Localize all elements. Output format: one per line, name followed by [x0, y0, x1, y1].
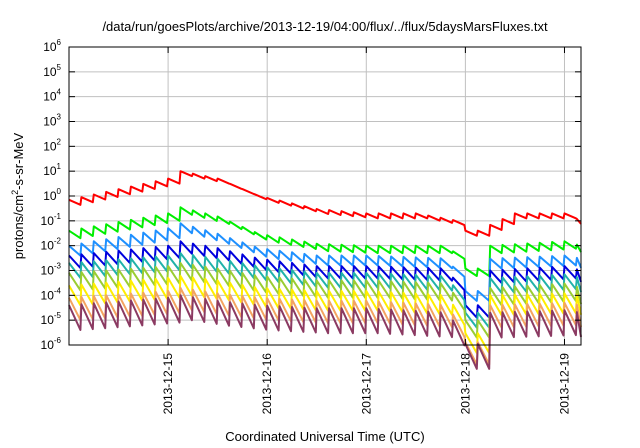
y-tick-label: 106	[43, 38, 61, 54]
y-tick-label-exponent: -3	[54, 262, 62, 271]
y-axis-label-exponent: 2	[10, 190, 20, 195]
y-tick-label-exponent: -1	[54, 212, 62, 221]
y-tick-label-base: 10	[43, 164, 57, 178]
y-tick-label-exponent: 4	[57, 88, 62, 97]
y-tick-label-base: 10	[41, 313, 55, 327]
y-tick-label-base: 10	[43, 139, 57, 153]
y-tick-label: 105	[43, 63, 61, 79]
series-group	[68, 170, 582, 370]
y-tick-label-exponent: 6	[57, 38, 62, 47]
y-tick-label-base: 10	[41, 239, 55, 253]
y-tick-label-base: 10	[43, 189, 57, 203]
y-tick-label-base: 10	[43, 115, 57, 129]
y-tick-label: 10-2	[41, 237, 62, 253]
series-line	[68, 206, 582, 277]
y-tick-label-exponent: -5	[54, 311, 62, 320]
y-tick-label: 100	[43, 187, 61, 203]
y-tick-label-exponent: 5	[57, 63, 62, 72]
y-tick-label: 10-5	[41, 311, 62, 327]
y-axis-label-unit: -s-sr-MeV	[11, 132, 26, 189]
y-tick-label: 10-1	[41, 212, 62, 228]
y-tick-label: 102	[43, 137, 61, 153]
y-tick-label-base: 10	[43, 65, 57, 79]
chart-title: /data/run/goesPlots/archive/2013-12-19/0…	[102, 19, 548, 34]
y-tick-label-exponent: -4	[54, 286, 62, 295]
y-tick-label-base: 10	[43, 90, 57, 104]
y-tick-label-exponent: -6	[54, 336, 62, 345]
x-tick-label: 2013-12-17	[359, 353, 373, 415]
x-tick-label: 2013-12-16	[260, 353, 274, 415]
y-tick-label-exponent: 2	[57, 137, 62, 146]
x-tick-label: 2013-12-19	[557, 353, 571, 415]
y-tick-label-base: 10	[41, 264, 55, 278]
y-tick-label-exponent: 1	[57, 162, 62, 171]
y-axis-label: protons/cm2-s-sr-MeV	[10, 132, 26, 259]
series-line	[68, 222, 582, 302]
y-axis-ticks: 10-610-510-410-310-210-11001011021031041…	[41, 38, 581, 352]
y-tick-label: 103	[43, 113, 61, 129]
x-tick-label: 2013-12-15	[161, 353, 175, 415]
y-tick-label-exponent: 3	[57, 113, 62, 122]
y-tick-label: 10-4	[41, 286, 62, 302]
y-tick-label: 10-6	[41, 336, 62, 352]
y-tick-label: 104	[43, 88, 61, 104]
series-line	[68, 294, 582, 370]
y-tick-label: 101	[43, 162, 61, 178]
y-tick-label-base: 10	[41, 214, 55, 228]
y-tick-label-exponent: 0	[57, 187, 62, 196]
x-tick-label: 2013-12-18	[458, 353, 472, 415]
y-axis-label-main: protons/cm	[11, 195, 26, 259]
y-tick-label-exponent: -2	[54, 237, 62, 246]
x-axis-ticks: 2013-12-15 2013-12-16 2013-12-17 2013-12-18…	[161, 47, 571, 414]
y-tick-label-base: 10	[41, 288, 55, 302]
x-axis-label: Coordinated Universal Time (UTC)	[225, 429, 424, 444]
y-tick-label: 10-3	[41, 262, 62, 278]
y-tick-label-base: 10	[43, 40, 57, 54]
y-tick-label-base: 10	[41, 338, 55, 352]
series-line	[68, 170, 582, 237]
